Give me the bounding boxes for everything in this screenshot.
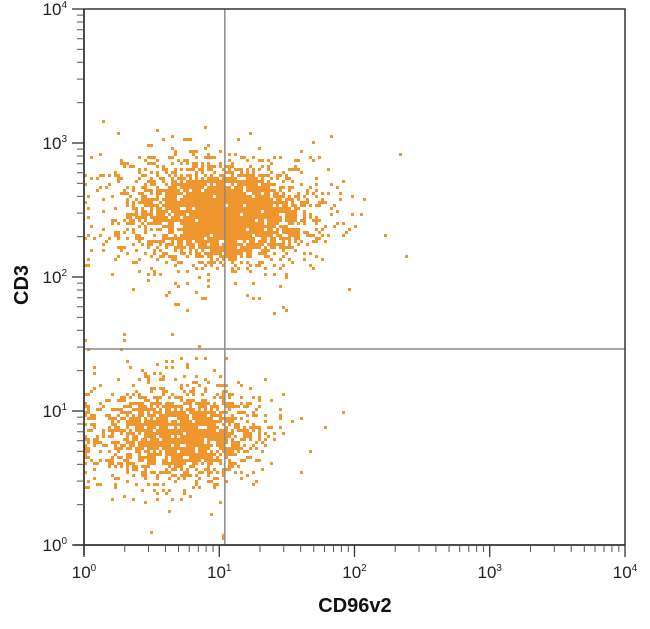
x-axis-title: CD96v2 [318,595,391,617]
x-tick-label: 102 [342,563,367,582]
y-axis-title: CD3 [11,265,33,305]
x-tick-label: 100 [72,563,97,582]
y-tick-label: 102 [43,268,68,287]
y-tick-label: 100 [43,536,68,555]
y-axis: 100 101 102 103 104 [43,0,85,555]
y-tick-label: 101 [43,402,68,421]
x-tick-label: 104 [613,563,638,582]
x-axis: 100 101 102 103 104 [72,544,638,582]
event-dots [84,120,408,540]
y-tick-label: 104 [43,0,68,19]
quadrant-gates [84,9,625,545]
y-tick-label: 103 [43,134,68,153]
x-tick-label: 103 [478,563,503,582]
x-tick-label: 101 [207,563,232,582]
